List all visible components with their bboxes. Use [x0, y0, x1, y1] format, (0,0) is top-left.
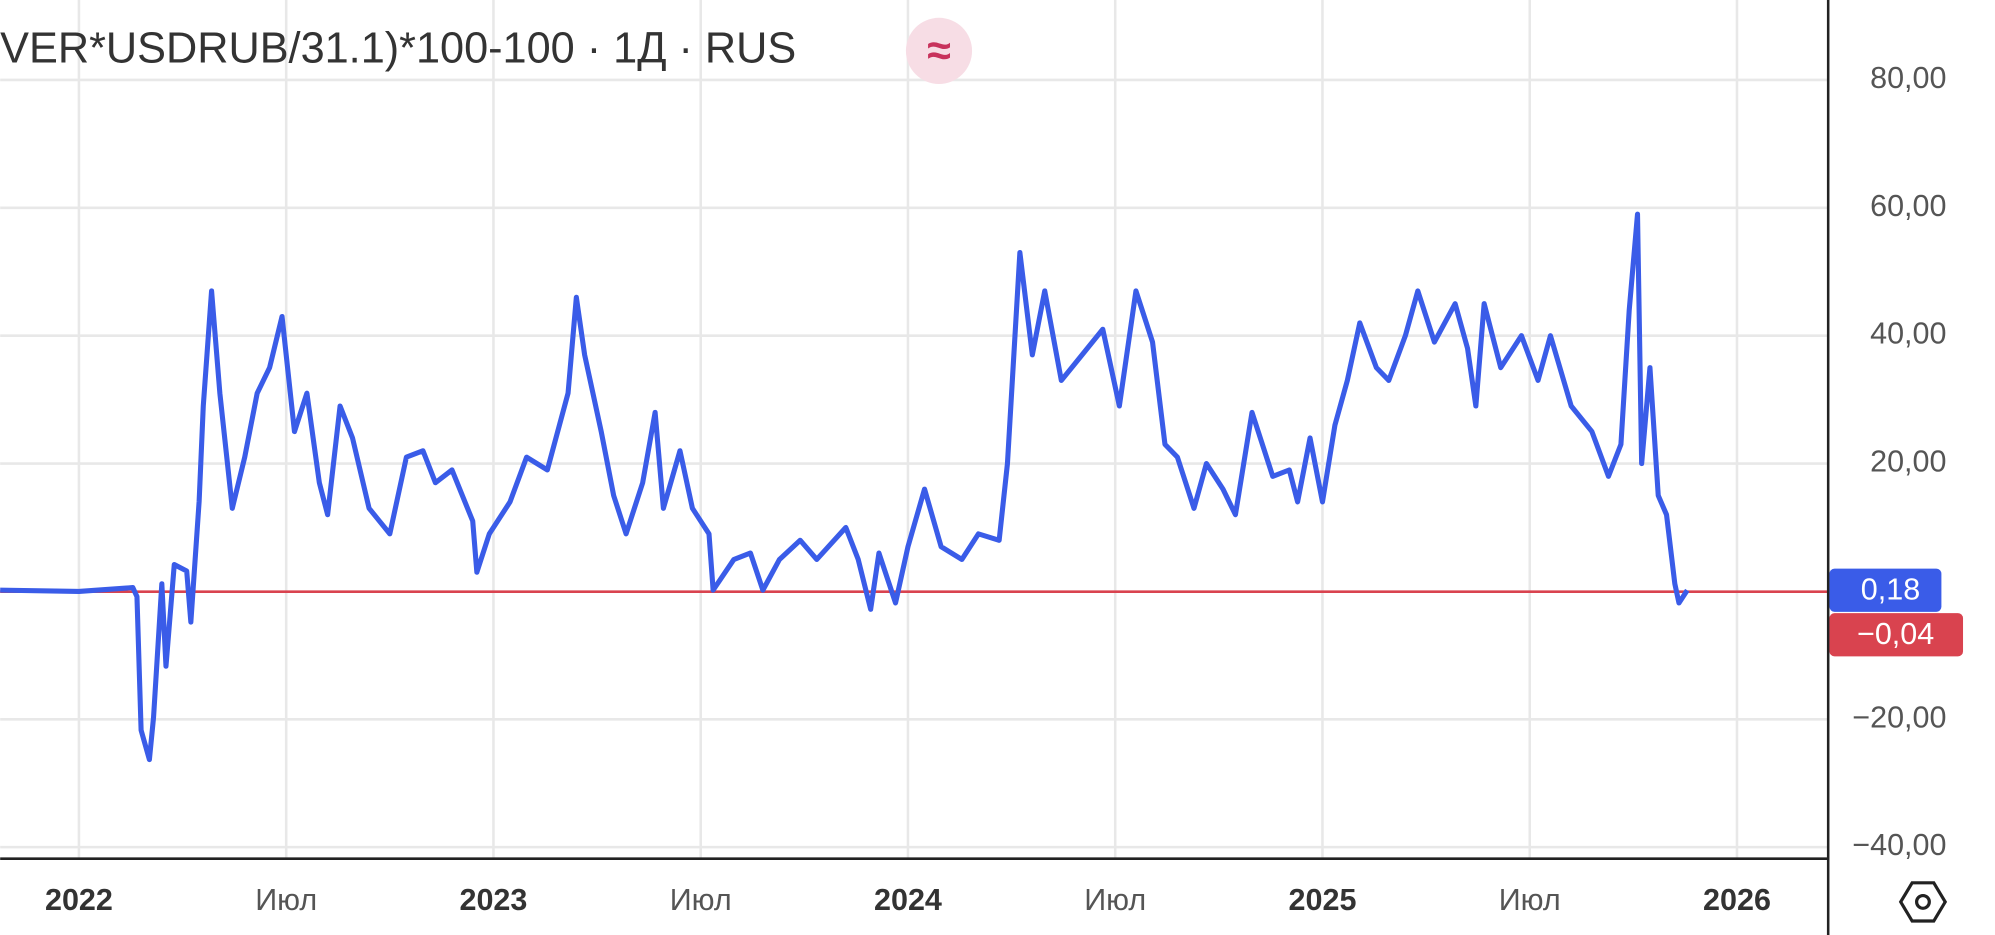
x-tick-label: 2026	[1703, 883, 1771, 917]
y-tick-label: 20,00	[1870, 445, 1946, 479]
x-tick-label: 2023	[459, 883, 527, 917]
x-tick-label: Июл	[255, 883, 317, 917]
settings-icon-dot	[1915, 893, 1931, 910]
grid	[0, 0, 1829, 859]
badge: ≈	[927, 27, 951, 75]
price-line	[0, 211, 1690, 763]
badge-bg	[905, 17, 973, 84]
x-tick-label: Июл	[1499, 883, 1561, 917]
last-value-label: 0,18	[1861, 573, 1920, 607]
y-tick-label: −20,00	[1852, 700, 1946, 734]
y-tick-label: −40,00	[1852, 828, 1946, 862]
x-tick-label: Июл	[670, 883, 732, 917]
x-tick-label: 2024	[874, 883, 942, 917]
reference-value-label: −0,04	[1857, 617, 1934, 651]
plot	[0, 211, 1829, 763]
reference-value-box	[1829, 613, 1964, 657]
x-tick-label: 2022	[45, 883, 113, 917]
y-tick-label: 40,00	[1870, 317, 1946, 351]
settings-icon[interactable]	[1898, 881, 1948, 923]
chart-title: VER*USDRUB/31.1)*100-100 · 1Д · RUS	[0, 24, 796, 72]
x-tick-label: 2025	[1289, 883, 1357, 917]
y-tick-label: 60,00	[1870, 189, 1946, 223]
x-tick-label: Июл	[1084, 883, 1146, 917]
y-tick-label: 80,00	[1870, 61, 1946, 95]
last-value-box	[1829, 568, 1942, 612]
